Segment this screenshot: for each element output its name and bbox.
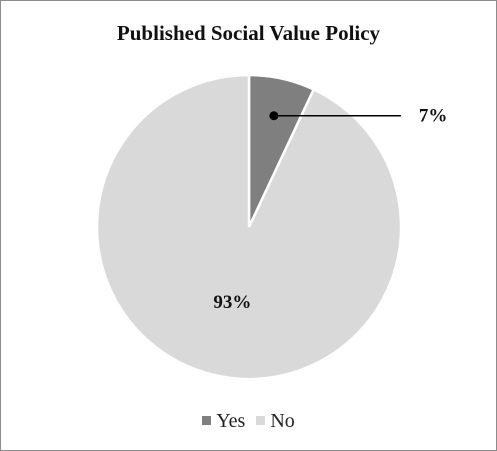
legend-label-yes: Yes [216, 410, 246, 432]
chart-legend: Yes No [1, 410, 496, 433]
legend-swatch-yes [202, 416, 212, 425]
legend-item-no: No [256, 410, 295, 433]
legend-swatch-no [256, 416, 266, 425]
legend-item-yes: Yes [202, 410, 245, 433]
legend-label-no: No [270, 410, 295, 432]
chart-title: Published Social Value Policy [116, 21, 381, 45]
pie-slice-no [95, 73, 403, 381]
slice-label-no: 93% [213, 292, 251, 313]
slice-label-yes: 7% [419, 106, 448, 127]
